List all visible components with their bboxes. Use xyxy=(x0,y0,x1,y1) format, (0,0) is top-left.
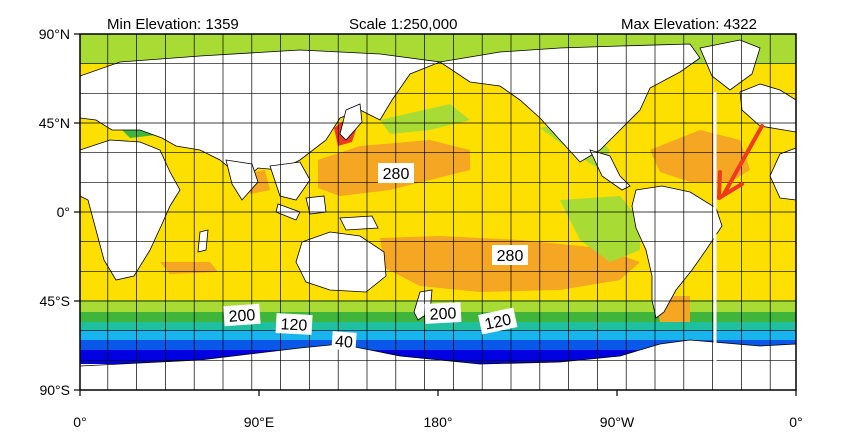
band-teal-south xyxy=(80,322,796,330)
orange-indian xyxy=(160,262,218,274)
lat-label-90s: 90°S xyxy=(39,382,70,398)
land-new-guinea xyxy=(339,215,379,231)
lon-labels: 0° 90°E 180° 90°W 0° xyxy=(73,414,802,430)
contour-label-200-east: 200 xyxy=(429,305,457,323)
lon-label-180: 180° xyxy=(424,414,453,430)
land-europe-west xyxy=(739,83,796,133)
gridlines xyxy=(80,34,796,390)
contour-label-40: 40 xyxy=(334,333,353,351)
contour-label-120-west: 120 xyxy=(280,316,308,334)
map-area xyxy=(80,34,796,390)
orange-north-atlantic xyxy=(650,130,750,182)
band-cyan-south xyxy=(80,330,796,340)
lat-label-eq: 0° xyxy=(57,204,70,220)
min-elevation-label: Min Elevation: 1359 xyxy=(107,16,239,33)
land-madagascar xyxy=(197,229,209,253)
red-arrow xyxy=(717,124,764,200)
lon-label-0-right: 0° xyxy=(789,414,802,430)
lightgreen-east-pacific xyxy=(560,196,640,262)
lat-label-90n: 90°N xyxy=(39,26,70,42)
landmasses xyxy=(80,39,796,390)
land-antarctica xyxy=(80,339,796,390)
contour-labels: 280 280 200 120 200 120 40 xyxy=(223,163,528,352)
land-japan xyxy=(339,103,363,141)
land-australia xyxy=(295,231,387,293)
lon-label-0-left: 0° xyxy=(73,414,86,430)
lon-label-90w: 90°W xyxy=(600,414,635,430)
contour-label-120-east: 120 xyxy=(483,311,513,333)
lat-label-45n: 45°N xyxy=(39,115,70,131)
tick-marks xyxy=(74,33,797,396)
contour-label-200-west: 200 xyxy=(228,307,256,326)
land-north-america xyxy=(438,43,701,163)
land-india xyxy=(225,159,259,201)
lightgreen-kuroshio xyxy=(380,104,470,134)
land-borneo xyxy=(305,195,327,215)
land-indochina xyxy=(269,161,311,201)
scale-label: Scale 1:250,000 xyxy=(349,16,457,33)
contour-label-280-south: 280 xyxy=(497,248,524,265)
lat-label-45s: 45°S xyxy=(39,293,70,309)
land-africa xyxy=(80,139,181,281)
lat-labels: 90°N 45°N 0° 45°S 90°S xyxy=(39,26,70,398)
land-central-america xyxy=(589,149,631,191)
land-eurasia-north xyxy=(80,49,442,181)
band-blue-south xyxy=(80,340,796,350)
contour-label-280-north: 280 xyxy=(383,166,410,183)
lon-label-90e: 90°E xyxy=(244,414,275,430)
land-greenland xyxy=(699,39,761,91)
max-elevation-label: Max Elevation: 4322 xyxy=(621,16,757,33)
